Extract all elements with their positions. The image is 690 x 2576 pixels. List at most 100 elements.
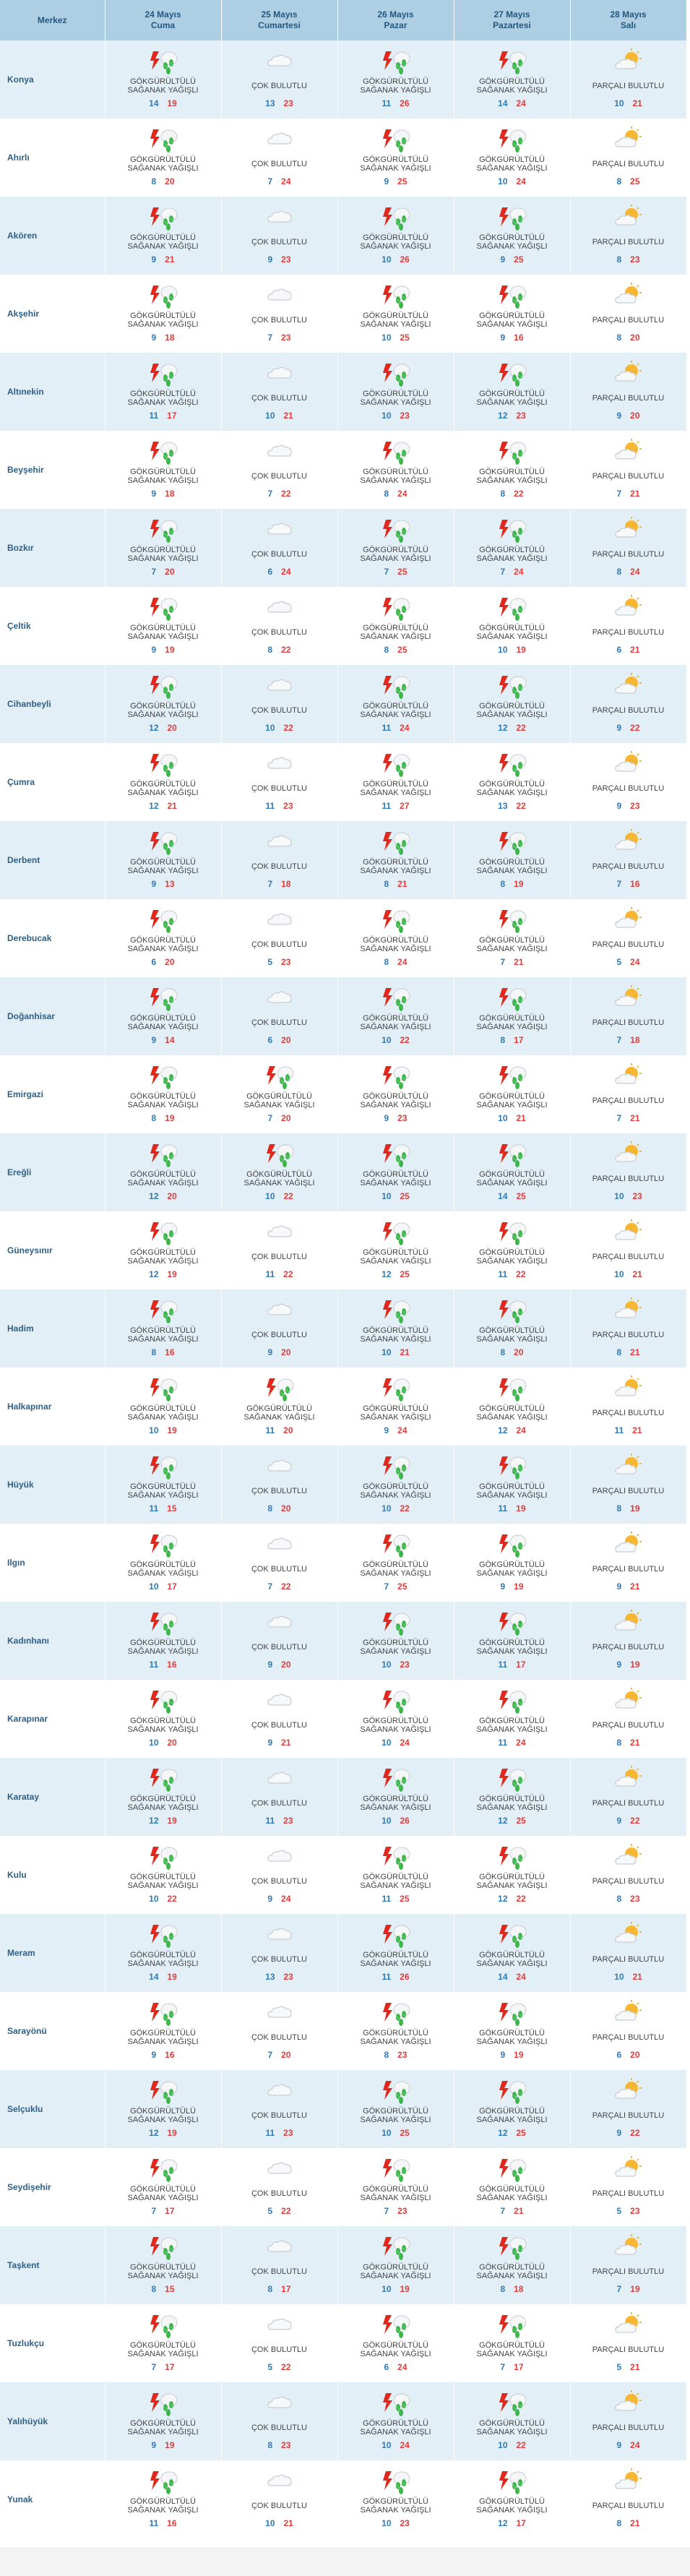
condition-line: GÖKGÜRÜLTÜLÜ [130,1170,196,1179]
condition-text: GÖKGÜRÜLTÜLÜ SAĞANAK YAĞIŞLI [105,1013,221,1032]
condition-line: SAĞANAK YAĞIŞLI [476,2272,548,2280]
city-name: Akören [0,197,105,275]
max-temperature: 18 [630,1035,640,1045]
condition-text: GÖKGÜRÜLTÜLÜ SAĞANAK YAĞIŞLI [338,1404,454,1422]
thunderstorm-icon [105,359,221,389]
city-name: Halkapınar [0,1368,105,1446]
condition-line: PARÇALI BULUTLU [592,82,665,90]
condition-text: GÖKGÜRÜLTÜLÜ SAĞANAK YAĞIŞLI [338,1716,454,1735]
forecast-cell: ÇOK BULUTLU 13 23 [221,1914,338,1992]
condition-text: PARÇALI BULUTLU [571,467,686,486]
condition-text: ÇOK BULUTLU [222,1326,337,1344]
forecast-cell: PARÇALI BULUTLU 6 21 [570,587,687,665]
temperature-range: 8 18 [454,2284,570,2294]
temperature-range: 9 20 [571,411,686,421]
city-name: Beyşehir [0,431,105,509]
cloud-icon [222,2466,337,2496]
condition-line: GÖKGÜRÜLTÜLÜ [363,1170,428,1179]
max-temperature: 23 [400,411,410,421]
max-temperature: 22 [516,723,526,733]
condition-text: GÖKGÜRÜLTÜLÜ SAĞANAK YAĞIŞLI [454,233,570,252]
min-temperature: 7 [384,1581,389,1592]
temperature-range: 11 27 [338,801,454,811]
temperature-range: 9 19 [105,645,221,655]
temperature-range: 8 23 [571,254,686,265]
thunderstorm-icon [338,1998,454,2028]
thunderstorm-icon [454,1139,570,1169]
partly-cloudy-icon [571,2466,686,2496]
min-temperature: 7 [500,2362,506,2372]
temperature-range: 7 19 [571,2284,686,2294]
condition-text: ÇOK BULUTLU [222,77,337,95]
condition-line: ÇOK BULUTLU [251,1331,308,1339]
condition-line: PARÇALI BULUTLU [592,2502,665,2510]
condition-text: GÖKGÜRÜLTÜLÜ SAĞANAK YAĞIŞLI [454,77,570,95]
cloud-icon [222,124,337,155]
min-temperature: 8 [616,2518,622,2528]
min-temperature: 11 [149,1503,159,1514]
table-row: Konya GÖKGÜRÜLTÜLÜ SAĞANAK YAĞIŞLI 14 19 ÇOK … [0,40,687,119]
condition-line: SAĞANAK YAĞIŞLI [360,1881,431,1890]
temperature-range: 14 25 [454,1191,570,1201]
forecast-cell: GÖKGÜRÜLTÜLÜ SAĞANAK YAĞIŞLI 12 22 [454,665,571,743]
max-temperature: 21 [630,1581,640,1592]
condition-line: SAĞANAK YAĞIŞLI [360,710,431,719]
max-temperature: 17 [514,1035,524,1045]
forecast-cell: ÇOK BULUTLU 11 23 [221,2070,338,2148]
condition-text: GÖKGÜRÜLTÜLÜ SAĞANAK YAĞIŞLI [105,1169,221,1188]
temperature-range: 12 25 [454,2128,570,2138]
max-temperature: 22 [281,645,291,655]
condition-text: ÇOK BULUTLU [222,2496,337,2515]
condition-line: SAĞANAK YAĞIŞLI [360,1803,431,1812]
min-temperature: 7 [267,176,273,186]
temperature-range: 5 21 [571,2362,686,2372]
temperature-range: 8 21 [571,2518,686,2528]
max-temperature: 21 [167,801,177,811]
max-temperature: 19 [167,1972,177,1982]
cloud-icon [222,46,337,77]
min-temperature: 8 [384,489,389,499]
cloud-icon [222,515,337,545]
condition-line: SAĞANAK YAĞIŞLI [127,1335,199,1344]
condition-line: PARÇALI BULUTLU [592,1643,665,1652]
condition-text: GÖKGÜRÜLTÜLÜ SAĞANAK YAĞIŞLI [338,2262,454,2281]
max-temperature: 22 [400,1035,410,1045]
temperature-range: 9 21 [105,254,221,265]
max-temperature: 21 [514,957,524,967]
max-temperature: 22 [516,2440,526,2450]
thunderstorm-icon [105,1295,221,1326]
max-temperature: 19 [167,1425,177,1435]
thunderstorm-icon [454,1217,570,1248]
thunderstorm-icon [454,1920,570,1950]
min-temperature: 10 [381,332,392,343]
max-temperature: 23 [397,2050,407,2060]
forecast-cell: ÇOK BULUTLU 5 23 [221,899,338,977]
city-name: Doğanhisar [0,977,105,1055]
condition-text: PARÇALI BULUTLU [571,857,686,876]
temperature-range: 14 19 [105,98,221,108]
condition-line: SAĞANAK YAĞIŞLI [476,867,548,875]
condition-text: ÇOK BULUTLU [222,1950,337,1969]
min-temperature: 10 [149,1894,159,1904]
max-temperature: 21 [632,98,642,108]
condition-text: GÖKGÜRÜLTÜLÜ SAĞANAK YAĞIŞLI [454,1950,570,1969]
temperature-range: 7 21 [571,1113,686,1123]
forecast-cell: ÇOK BULUTLU 13 23 [221,40,338,119]
temperature-range: 11 24 [454,1738,570,1748]
condition-line: ÇOK BULUTLU [251,2502,308,2510]
thunderstorm-icon [105,1842,221,1872]
min-temperature: 10 [265,723,275,733]
forecast-cell: GÖKGÜRÜLTÜLÜ SAĞANAK YAĞIŞLI 12 23 [454,353,571,431]
forecast-cell: GÖKGÜRÜLTÜLÜ SAĞANAK YAĞIŞLI 11 17 [105,353,222,431]
temperature-range: 8 19 [571,1503,686,1514]
temperature-range: 12 25 [454,1816,570,1826]
temperature-range: 6 20 [105,957,221,967]
condition-line: SAĞANAK YAĞIŞLI [360,320,431,329]
forecast-cell: GÖKGÜRÜLTÜLÜ SAĞANAK YAĞIŞLI 6 24 [337,2304,454,2382]
temperature-range: 12 20 [105,723,221,733]
min-temperature: 8 [151,176,157,186]
forecast-cell: ÇOK BULUTLU 9 20 [221,1289,338,1368]
city-name: Karatay [0,1758,105,1836]
min-temperature: 12 [498,1894,508,1904]
max-temperature: 22 [516,801,526,811]
